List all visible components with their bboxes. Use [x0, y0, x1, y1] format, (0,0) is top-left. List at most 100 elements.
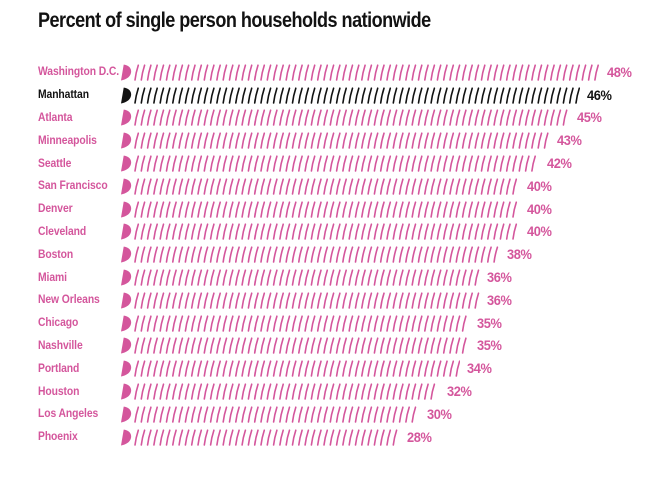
- bar-tick-glyph: [329, 64, 335, 81]
- bar-tick-glyph: [178, 201, 184, 218]
- bar-tick-glyph: [266, 315, 272, 332]
- bar-tick-glyph: [260, 201, 266, 218]
- bar-tick-glyph: [487, 223, 492, 241]
- bar-tick-glyph: [335, 201, 341, 218]
- bar-tick-glyph: [304, 178, 310, 195]
- bar-tick-glyph: [480, 223, 486, 241]
- bar-tick-glyph: [354, 337, 360, 355]
- bar-tick-glyph: [411, 109, 417, 127]
- bar-tick-glyph: [367, 223, 373, 241]
- bar-tick-glyph: [436, 87, 442, 104]
- bar-tick-glyph: [298, 337, 303, 355]
- bar-tick-glyph: [159, 383, 165, 400]
- bar-tick-glyph: [474, 223, 480, 241]
- bar-tick-glyph: [329, 87, 335, 104]
- bar-tick-glyph: [323, 269, 329, 286]
- value-label: 32%: [447, 384, 472, 400]
- bar-tick-glyph: [247, 406, 253, 423]
- bar-tick-glyph: [474, 292, 480, 309]
- bar-tick-glyph: [424, 223, 429, 241]
- bar-tick-glyph: [430, 109, 436, 127]
- bar-tick-glyph: [480, 64, 486, 81]
- value-label: 46%: [587, 87, 612, 103]
- bar-tick-glyph: [310, 246, 316, 264]
- bar-tick-glyph: [146, 406, 152, 423]
- bar-tick-glyph: [361, 337, 366, 355]
- bar-tick-glyph: [367, 155, 373, 172]
- bar-tick-glyph: [285, 64, 291, 81]
- bar-tick-glyph: [216, 406, 221, 423]
- bar-tick-glyph: [398, 64, 404, 81]
- bar-tick-glyph: [405, 155, 410, 172]
- bar-tick-glyph: [335, 269, 341, 286]
- bar-tick-glyph: [222, 360, 228, 378]
- bar-tick-glyph: [411, 269, 417, 286]
- bar-tick-glyph: [134, 223, 140, 241]
- bar-tick-glyph: [398, 315, 404, 332]
- bar-tick-glyph: [190, 109, 196, 127]
- bar-tick-glyph: [373, 201, 379, 218]
- bar-tick-glyph: [361, 429, 366, 446]
- bar-tick-glyph: [524, 132, 530, 150]
- bar-tick-glyph: [134, 315, 140, 332]
- bar-tick-glyph: [298, 406, 303, 423]
- bar-cap-glyph: [121, 383, 132, 400]
- bar-tick-glyph: [354, 223, 360, 241]
- bar-tick-glyph: [398, 155, 404, 172]
- bar-tick-glyph: [436, 132, 442, 150]
- bar-tick-glyph: [260, 383, 266, 400]
- bar-tick-glyph: [222, 223, 228, 241]
- bar-tick-glyph: [291, 109, 297, 127]
- bar-tick-glyph: [140, 87, 146, 104]
- bar-tick-glyph: [216, 87, 221, 104]
- bar-tick-glyph: [285, 155, 291, 172]
- bar-tick-glyph: [190, 315, 196, 332]
- bar-tick-glyph: [361, 64, 366, 81]
- bar-tick-glyph: [291, 406, 297, 423]
- bar-tick-glyph: [298, 360, 303, 378]
- bar-tick-glyph: [367, 337, 373, 355]
- bar-tick-glyph: [379, 337, 385, 355]
- bar-tick-glyph: [216, 292, 221, 309]
- bar-tick-glyph: [405, 178, 410, 195]
- bar-tick-glyph: [165, 315, 171, 332]
- bar-tick-glyph: [405, 406, 410, 423]
- bar-tick-glyph: [203, 64, 209, 81]
- bar-tick-glyph: [184, 429, 190, 446]
- bar-tick-glyph: [304, 201, 310, 218]
- bar-tick-glyph: [153, 269, 158, 286]
- bar-tick-glyph: [241, 87, 247, 104]
- bar-tick-glyph: [140, 64, 146, 81]
- bar-tick-glyph: [134, 269, 140, 286]
- bar-tick-glyph: [146, 201, 152, 218]
- bar-tick-glyph: [190, 132, 196, 150]
- bar-tick-glyph: [216, 178, 221, 195]
- bar-tick-glyph: [291, 337, 297, 355]
- bar-tick-glyph: [518, 64, 524, 81]
- bar-tick-glyph: [266, 383, 272, 400]
- bar-tick-glyph: [543, 132, 549, 150]
- bar: [121, 64, 599, 81]
- bar-tick-glyph: [146, 64, 152, 81]
- bar-tick-glyph: [468, 178, 473, 195]
- bar-tick-glyph: [285, 87, 291, 104]
- bar-tick-glyph: [216, 429, 221, 446]
- chart-row: Boston 38%: [0, 243, 650, 266]
- bar-tick-glyph: [247, 429, 253, 446]
- bar-tick-glyph: [379, 246, 385, 264]
- bar-tick-glyph: [379, 87, 385, 104]
- bar-tick-glyph: [279, 64, 284, 81]
- bar-tick-glyph: [480, 178, 486, 195]
- bar-tick-glyph: [222, 201, 228, 218]
- bar-tick-glyph: [184, 178, 190, 195]
- bar-tick-glyph: [140, 178, 146, 195]
- bar-tick-glyph: [329, 246, 335, 264]
- bar-tick-glyph: [424, 360, 429, 378]
- bar-tick-glyph: [310, 201, 316, 218]
- bar-tick-glyph: [209, 429, 215, 446]
- bar-tick-glyph: [342, 223, 347, 241]
- bar-tick-glyph: [241, 223, 247, 241]
- bar-tick-glyph: [190, 360, 196, 378]
- bar-tick-glyph: [512, 87, 518, 104]
- bar-tick-glyph: [190, 64, 196, 81]
